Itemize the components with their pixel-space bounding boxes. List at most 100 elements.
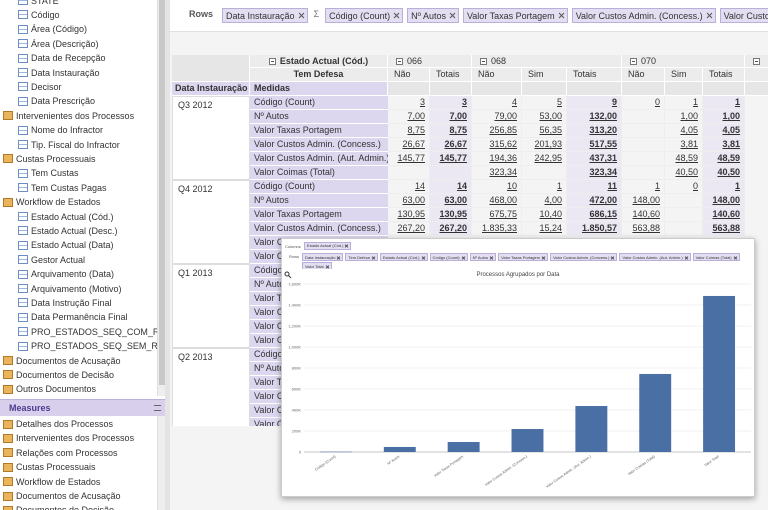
tree-item[interactable]: Custas Processuais bbox=[16, 153, 96, 164]
cell-value[interactable]: 437,31 bbox=[589, 153, 617, 163]
tree-item[interactable]: Intervenientes dos Processos bbox=[16, 110, 135, 121]
chip[interactable]: Valor Custos Admin. (Concess.) bbox=[550, 253, 618, 261]
cell-value[interactable]: 26,67 bbox=[402, 139, 425, 149]
cell-value[interactable]: 267,20 bbox=[439, 223, 467, 233]
cell-value[interactable]: 315,62 bbox=[489, 139, 517, 149]
tree-item[interactable]: Data Instrução Final bbox=[31, 297, 112, 308]
tree-item[interactable]: Detalhes dos Processos bbox=[16, 419, 114, 429]
tree-item[interactable]: Workflow de Estados bbox=[16, 476, 101, 487]
chip[interactable]: Data Instauração bbox=[222, 8, 308, 23]
cell-value[interactable]: 3,81 bbox=[722, 139, 740, 149]
cell-value[interactable]: 1 bbox=[692, 97, 698, 107]
cell-value[interactable]: 323,34 bbox=[589, 167, 617, 177]
cell-value[interactable]: 79,00 bbox=[494, 111, 517, 121]
zoom-icon[interactable] bbox=[284, 271, 290, 277]
tree-item[interactable]: Decisor bbox=[31, 81, 62, 92]
cell-value[interactable]: 4,05 bbox=[680, 125, 698, 135]
cell-value[interactable]: 7,00 bbox=[449, 111, 467, 121]
cell-value[interactable]: 26,67 bbox=[444, 139, 467, 149]
cell-value[interactable]: 468,00 bbox=[489, 195, 517, 205]
cell-value[interactable]: 472,00 bbox=[589, 195, 617, 205]
cell-value[interactable]: 132,00 bbox=[589, 111, 617, 121]
tree-item[interactable]: Documentos de Decisão bbox=[16, 504, 114, 510]
cell-value[interactable]: 1 bbox=[556, 181, 562, 191]
cell-value[interactable]: 63,00 bbox=[444, 195, 467, 205]
cell-value[interactable]: 130,95 bbox=[439, 209, 467, 219]
cell-value[interactable]: 145,77 bbox=[439, 153, 467, 163]
tree-item[interactable]: Data de Recepção bbox=[31, 53, 106, 64]
cell-value[interactable]: 256,85 bbox=[489, 125, 517, 135]
tree-item[interactable]: Área (Descrição) bbox=[31, 38, 99, 49]
tree-item[interactable]: Gestor Actual bbox=[31, 254, 86, 265]
sigma[interactable]: Σ bbox=[313, 9, 320, 19]
cell-value[interactable]: 48,59 bbox=[675, 153, 698, 163]
cell-value[interactable]: 9 bbox=[611, 97, 617, 107]
cell-value[interactable]: 675,75 bbox=[489, 209, 517, 219]
cell-value[interactable]: 0 bbox=[692, 181, 698, 191]
scrollbar[interactable] bbox=[157, 416, 165, 510]
cell-value[interactable]: 1,00 bbox=[680, 111, 698, 121]
cell-value[interactable]: 11 bbox=[607, 181, 617, 191]
cell-value[interactable]: 517,55 bbox=[589, 139, 617, 149]
cell-value[interactable]: 15,24 bbox=[539, 223, 562, 233]
cell-value[interactable]: 7,00 bbox=[407, 111, 425, 121]
cell-value[interactable]: 8,75 bbox=[449, 125, 467, 135]
chip[interactable]: Valor Taxas Portagem bbox=[462, 8, 568, 23]
scrollbar[interactable] bbox=[157, 0, 165, 396]
chip[interactable]: Tem Defesa bbox=[345, 253, 378, 261]
collapse-icon[interactable] bbox=[630, 58, 637, 65]
tree-item[interactable]: Tem Custas Pagas bbox=[31, 182, 107, 193]
cell-value[interactable]: 10,40 bbox=[539, 209, 562, 219]
tree-item[interactable]: Nome do Infractor bbox=[31, 125, 104, 136]
cell-value[interactable]: 1 bbox=[734, 97, 740, 107]
cell-value[interactable]: 10 bbox=[506, 181, 517, 191]
cell-value[interactable]: 53,00 bbox=[539, 111, 562, 121]
chip[interactable]: Estado Actual (Cód.) bbox=[303, 242, 352, 250]
splitter[interactable] bbox=[165, 0, 170, 510]
menu-icon[interactable] bbox=[154, 405, 161, 411]
collapse-icon[interactable] bbox=[268, 58, 276, 65]
cell-value[interactable]: 56,35 bbox=[539, 125, 562, 135]
chip[interactable]: Valor Custos Admin. (Aut. Admin.) bbox=[719, 8, 768, 23]
tree-item[interactable]: PRO_ESTADOS_SEQ_COM_REP bbox=[31, 326, 157, 337]
cell-value[interactable]: 1.850,57 bbox=[581, 223, 617, 233]
cell-value[interactable]: 63,00 bbox=[402, 195, 425, 205]
cell-value[interactable]: 3 bbox=[419, 97, 425, 107]
tree-item[interactable]: Tip. Fiscal do Infractor bbox=[31, 139, 120, 150]
cell-value[interactable]: 148,00 bbox=[632, 195, 660, 205]
tree-item[interactable]: Documentos de Acusação bbox=[16, 491, 121, 501]
tree-item[interactable]: Estado Actual (Desc.) bbox=[31, 225, 118, 236]
collapse-icon[interactable] bbox=[753, 58, 760, 65]
cell-value[interactable]: 242,95 bbox=[534, 153, 562, 163]
tree-item[interactable]: Outros Documentos bbox=[16, 384, 97, 395]
tree-item[interactable]: Área (Código) bbox=[31, 24, 88, 35]
cell-value[interactable]: 40,50 bbox=[675, 167, 698, 177]
tree-item[interactable]: Documentos de Acusação bbox=[16, 355, 121, 366]
cell-value[interactable]: 194,36 bbox=[489, 153, 517, 163]
tree-item[interactable]: Arquivamento (Data) bbox=[31, 269, 115, 280]
chip[interactable]: Nº Autos bbox=[407, 8, 459, 23]
cell-value[interactable]: 201,93 bbox=[534, 139, 562, 149]
chip[interactable]: Valor Custos Admin. (Aut. Admin.) bbox=[619, 253, 691, 261]
cell-value[interactable]: 148,00 bbox=[712, 195, 740, 205]
cell-value[interactable]: 145,77 bbox=[397, 153, 425, 163]
cell-value[interactable]: 130,95 bbox=[397, 209, 425, 219]
tree-item[interactable]: Intervenientes dos Processos bbox=[16, 433, 135, 444]
cell-value[interactable]: 3,81 bbox=[680, 139, 698, 149]
tree-item[interactable]: Workflow de Estados bbox=[16, 197, 101, 208]
cell-value[interactable]: 8,75 bbox=[407, 125, 425, 135]
tree-item[interactable]: Data Permanência Final bbox=[31, 312, 128, 323]
scroll-thumb[interactable] bbox=[159, 0, 165, 385]
chip[interactable]: Nº Autos bbox=[469, 253, 497, 261]
measures-header[interactable]: Measures bbox=[0, 399, 165, 416]
cell-value[interactable]: 1,00 bbox=[722, 111, 740, 121]
tree-item[interactable]: Arquivamento (Motivo) bbox=[31, 283, 122, 294]
chip[interactable]: Valor Custos Admin. (Concess.) bbox=[571, 8, 716, 23]
tree-item[interactable]: Custas Processuais bbox=[16, 462, 96, 473]
tree-item[interactable]: PRO_ESTADOS_SEQ_SEM_REP bbox=[31, 341, 157, 352]
chip[interactable]: Valor Taxas Portagem bbox=[498, 253, 549, 261]
chip[interactable]: Data Instauração bbox=[302, 253, 344, 261]
cell-value[interactable]: 323,34 bbox=[489, 167, 517, 177]
cell-value[interactable]: 48,59 bbox=[717, 153, 740, 163]
cell-value[interactable]: 0 bbox=[654, 97, 660, 107]
